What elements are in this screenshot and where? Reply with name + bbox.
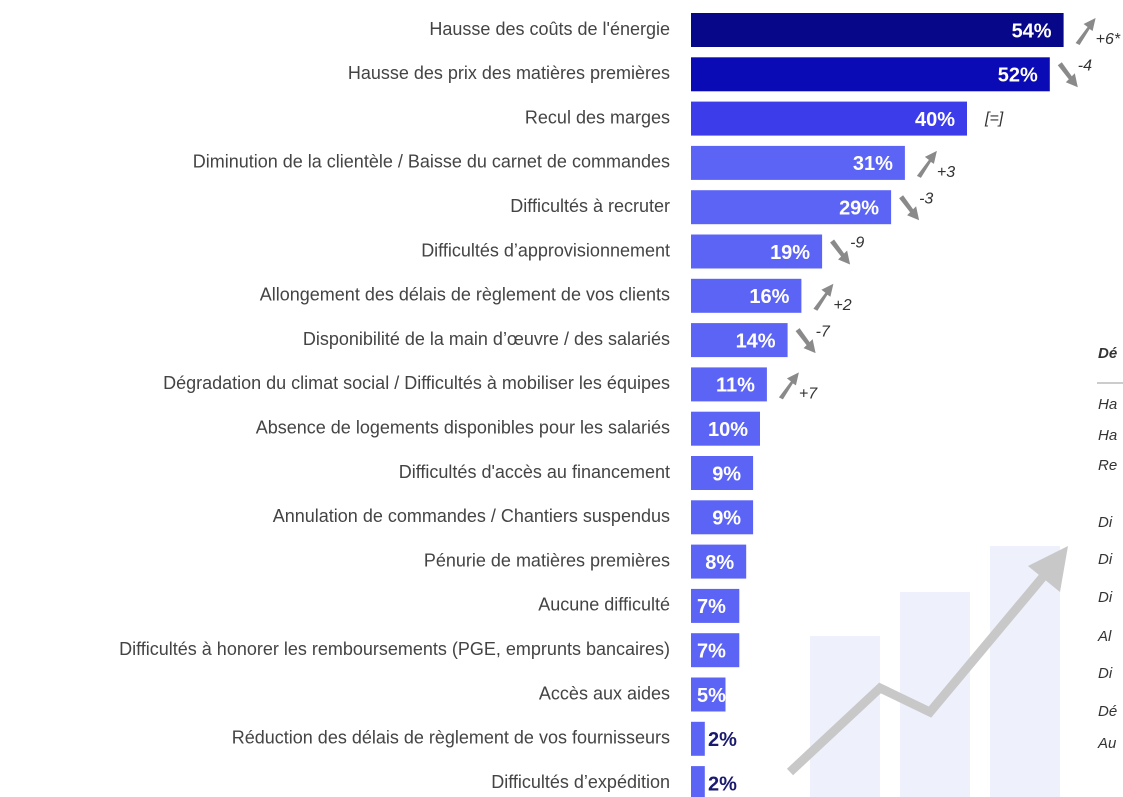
bar: [691, 411, 760, 446]
bar: [691, 500, 754, 535]
category-label: Difficultés d’approvisionnement: [421, 240, 670, 260]
category-label: Recul des marges: [525, 107, 670, 127]
category-label: Disponibilité de la main d’œuvre / des s…: [303, 329, 670, 349]
value-label: 10%: [708, 419, 748, 441]
trend-arrow-up: [1075, 18, 1096, 45]
value-label: 2%: [708, 773, 737, 795]
bar: [691, 101, 967, 136]
side-title: Dé: [1098, 345, 1117, 362]
bar: [691, 677, 726, 712]
change-label: -9: [850, 235, 864, 252]
value-label: 2%: [708, 729, 737, 751]
category-label: Difficultés d'accès au financement: [399, 462, 670, 482]
value-label: 8%: [705, 552, 734, 574]
category-label: Difficultés d’expédition: [491, 772, 670, 792]
bar: [691, 13, 1064, 47]
category-label: Réduction des délais de règlement de vos…: [232, 728, 670, 748]
trend-arrow-down: [795, 328, 816, 354]
bar: [691, 367, 767, 402]
side-item: Re: [1098, 457, 1117, 474]
bar: [691, 544, 747, 579]
category-label: Annulation de commandes / Chantiers susp…: [273, 506, 670, 526]
value-label: 9%: [712, 463, 741, 485]
bar: [691, 588, 740, 623]
bar: [691, 721, 705, 756]
side-item: Di: [1098, 514, 1113, 531]
bar: [691, 456, 754, 490]
category-label: Dégradation du climat social / Difficult…: [163, 373, 670, 393]
value-label: 14%: [736, 330, 776, 352]
side-item: Dé: [1098, 703, 1117, 720]
decoration: [786, 546, 1068, 797]
side-item: Au: [1097, 735, 1117, 752]
bar: [691, 633, 740, 668]
side-item: Ha: [1098, 427, 1117, 444]
trend-arrow-up: [916, 150, 937, 178]
change-label: +3: [937, 164, 955, 181]
bar: [691, 190, 892, 225]
change-label: +6*: [1096, 31, 1121, 48]
trend-arrow-up: [813, 283, 834, 311]
value-label: 29%: [839, 197, 879, 219]
category-label: Diminution de la clientèle / Baisse du c…: [193, 152, 670, 172]
trend-arrow-down: [899, 195, 920, 221]
category-label: Difficultés à recruter: [510, 196, 670, 216]
trend-arrow-down: [830, 239, 851, 265]
side-item: Di: [1098, 589, 1113, 606]
category-label: Allongement des délais de règlement de v…: [260, 285, 670, 305]
value-label: 19%: [770, 242, 810, 264]
value-label: 9%: [712, 508, 741, 530]
change-label: -3: [919, 190, 933, 207]
value-label: 5%: [697, 685, 726, 707]
change-label: +2: [833, 297, 851, 314]
value-label: 7%: [697, 640, 726, 662]
side-item: Ha: [1098, 396, 1117, 413]
value-label: 54%: [1012, 20, 1052, 42]
side-item: Al: [1097, 628, 1112, 645]
category-label: Difficultés à honorer les remboursements…: [119, 639, 670, 659]
value-label: 16%: [749, 286, 789, 308]
value-label: 31%: [853, 153, 893, 175]
bar: [691, 766, 705, 797]
bar: [691, 278, 802, 313]
side-item: Di: [1098, 665, 1113, 682]
bar: [691, 234, 823, 269]
change-label: +7: [799, 386, 818, 403]
category-label: Aucune difficulté: [538, 595, 670, 615]
value-label: 40%: [915, 109, 955, 131]
category-label: Pénurie de matières premières: [424, 550, 670, 570]
bar: [691, 323, 788, 358]
value-label: 52%: [998, 65, 1038, 87]
category-label: Hausse des coûts de l'énergie: [429, 19, 670, 39]
category-label: Absence de logements disponibles pour le…: [256, 417, 670, 437]
bar: [691, 57, 1050, 92]
change-label: -4: [1078, 58, 1092, 75]
bar: [691, 145, 905, 180]
value-label: 7%: [697, 596, 726, 618]
trend-arrow-up: [778, 372, 799, 400]
change-label: [=]: [984, 110, 1004, 127]
value-label: 11%: [716, 375, 755, 397]
trend-arrow-down: [1057, 62, 1078, 88]
category-label: Accès aux aides: [539, 683, 670, 703]
change-label: -7: [816, 323, 831, 340]
side-item: Di: [1098, 551, 1113, 568]
category-label: Hausse des prix des matières premières: [348, 63, 670, 83]
